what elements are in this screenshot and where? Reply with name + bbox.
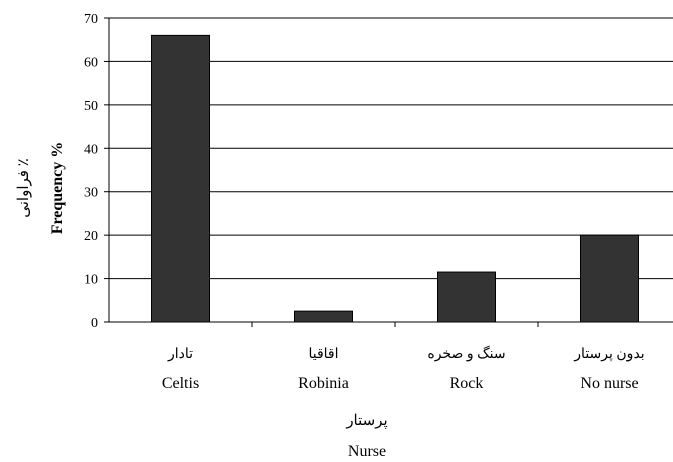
x-tick-label-fa: بدون پرستار <box>573 347 644 362</box>
y-tick-label: 20 <box>84 229 98 244</box>
y-tick-label: 40 <box>84 142 98 157</box>
y-tick-label: 0 <box>91 316 98 331</box>
x-tick-label: Rock <box>450 375 484 392</box>
y-axis-label: Frequency % <box>49 142 66 235</box>
x-tick-label: Robinia <box>298 375 349 392</box>
x-tick-label-fa: اقاقیا <box>308 347 338 362</box>
x-ticks <box>251 322 539 327</box>
x-tick-labels: تادار Celtis اقاقیا Robinia سنگ و صخره Rock بد… <box>162 345 645 392</box>
x-tick-label: No nurse <box>580 375 638 392</box>
bar-rock <box>437 271 496 323</box>
bar-no-nurse <box>580 234 639 323</box>
y-ticks: 0 10 20 30 40 50 60 70 <box>84 12 109 331</box>
y-tick-label: 10 <box>84 273 98 288</box>
y-tick-label: 60 <box>84 55 98 70</box>
x-tick-label-fa: تادار <box>167 347 193 362</box>
x-tick-label-fa: سنگ و صخره <box>427 345 505 362</box>
y-tick-label: 50 <box>84 99 98 114</box>
bar-robinia <box>294 310 353 323</box>
x-axis-label: Nurse <box>348 443 386 460</box>
x-tick-label: Celtis <box>162 375 199 392</box>
y-axis-label-fa: فراوانی ٪ <box>16 158 32 218</box>
y-tick-label: 70 <box>84 12 98 27</box>
x-axis-label-fa: پرستار <box>345 413 387 429</box>
y-tick-label: 30 <box>84 186 98 201</box>
bar-celtis <box>151 34 210 323</box>
